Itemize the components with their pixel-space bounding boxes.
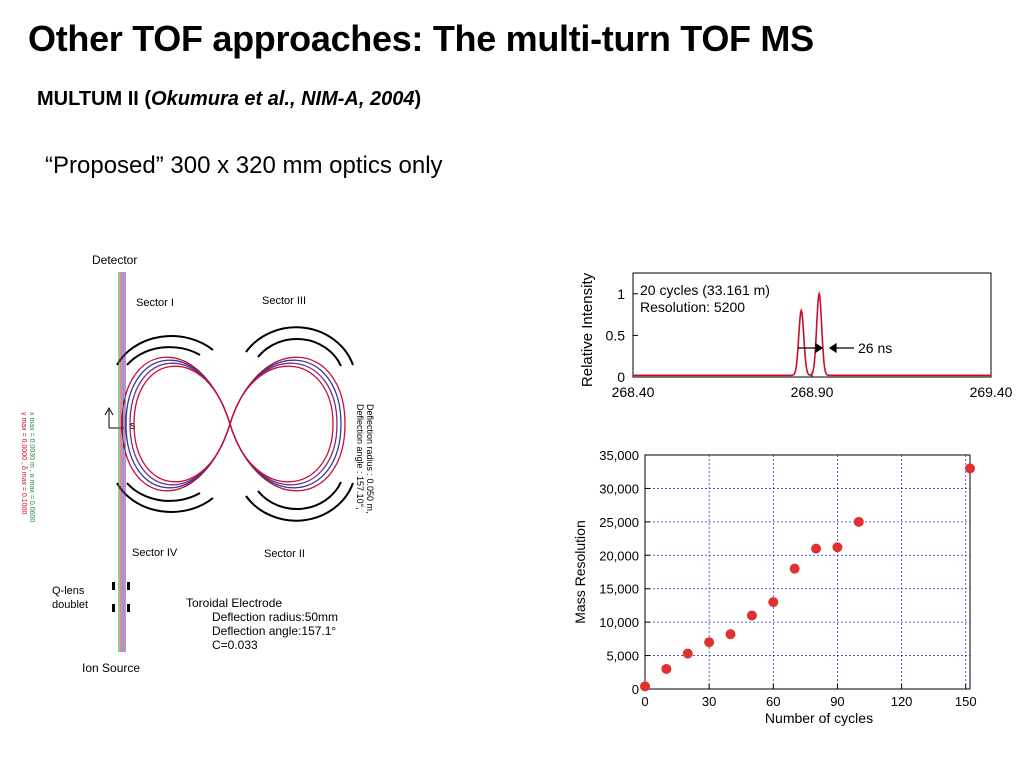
- scatter-grid: [645, 455, 970, 689]
- scatter-point: [682, 648, 693, 659]
- scatter-ytick-label: 10,000: [599, 615, 639, 630]
- trajectory-red-inner: [133, 365, 334, 483]
- scatter-points: [640, 463, 975, 692]
- scatter-point: [746, 610, 757, 621]
- spectrum-ytick-label: 0: [617, 369, 625, 385]
- ion-optics-diagram: x max = 0.0030 m , α max = 0.0600 γ max …: [20, 253, 375, 675]
- label-sector-2: Sector II: [264, 548, 305, 560]
- spectrum-ytick-label: 0.5: [606, 327, 626, 343]
- toroidal-c: C=0.033: [212, 638, 258, 652]
- beam-line: [118, 272, 126, 652]
- trajectory-blue: [125, 359, 342, 489]
- scatter-ytick-label: 5,000: [606, 649, 639, 664]
- subtitle-citation: Okumura et al., NIM-A, 2004: [151, 88, 415, 110]
- q-lens-doublet: [112, 582, 130, 612]
- subtitle-prefix: MULTUM II (: [37, 88, 152, 110]
- optics-note: “Proposed” 300 x 320 mm optics only: [45, 152, 443, 179]
- label-q-lens-1: Q-lens: [52, 585, 85, 597]
- scatter-xtick-label: 90: [830, 694, 844, 709]
- trajectory-purple: [129, 362, 338, 486]
- trajectory-red: [121, 356, 346, 492]
- electrode-sector-3: [245, 326, 354, 367]
- label-ion-source: Ion Source: [82, 661, 140, 675]
- scatter-point: [704, 637, 715, 648]
- scatter-xtick-label: 150: [955, 694, 977, 709]
- resolution-scatter-chart: Mass Resolution Number of cycles 0 30 60 90…: [572, 448, 977, 726]
- side-param-line1: x max = 0.0030 m , α max = 0.0600: [28, 412, 35, 522]
- scatter-ytick-label: 25,000: [599, 515, 639, 530]
- spectrum-annot-cycles: 20 cycles (33.161 m): [640, 282, 770, 298]
- spectrum-ylabel: Relative Intensity: [579, 272, 596, 387]
- label-sector-4: Sector IV: [132, 547, 178, 559]
- slide-title: Other TOF approaches: The multi-turn TOF…: [28, 18, 814, 59]
- scatter-xtick-label: 120: [891, 694, 913, 709]
- scatter-ytick-label: 20,000: [599, 548, 639, 563]
- label-detector: Detector: [92, 253, 137, 267]
- toroidal-radius: Deflection radius:50mm: [212, 610, 338, 624]
- ion-trajectories: [121, 356, 346, 492]
- spectrum-xtick-label: 268.90: [791, 384, 834, 400]
- scatter-point: [832, 542, 843, 553]
- subtitle: MULTUM II (Okumura et al., NIM-A, 2004): [37, 88, 421, 111]
- electrode-sector-2: [245, 481, 354, 522]
- spectrum-ticks: 268.40 268.90 269.40 0 0.5 1: [606, 286, 1013, 400]
- scatter-xtick-label: 30: [702, 694, 716, 709]
- scatter-ticks: 0 30 60 90 120 150 0 5,000 10,000 15,000 20,000 25,…: [599, 448, 976, 709]
- label-s-axis: s: [130, 420, 136, 432]
- subtitle-suffix: ): [414, 88, 422, 110]
- spectrum-line: [633, 290, 991, 377]
- vertical-note-line1: Deflection radius : 0.050 m,: [365, 404, 375, 514]
- scatter-ytick-label: 35,000: [599, 448, 639, 463]
- spectrum-ytick-label: 1: [617, 286, 625, 302]
- spectrum-xtick-label: 269.40: [970, 384, 1013, 400]
- side-param-line2: γ max = 0.0000 , δ max = 0.1000: [20, 412, 27, 514]
- toroidal-angle: Deflection angle:157.1°: [212, 624, 336, 638]
- spectrum-chart: Relative Intensity 268.40 268.90 269.40 0 0.…: [579, 272, 1013, 400]
- scatter-xtick-label: 60: [766, 694, 780, 709]
- scatter-point: [640, 681, 650, 692]
- spectrum-annot-width: 26 ns: [858, 340, 892, 356]
- label-sector-1: Sector I: [136, 297, 174, 309]
- width-arrows: [798, 342, 854, 354]
- scatter-frame: [644, 454, 971, 690]
- label-q-lens-2: doublet: [52, 599, 88, 611]
- scatter-point: [725, 629, 736, 640]
- scatter-point: [789, 563, 800, 574]
- scatter-ylabel: Mass Resolution: [572, 520, 588, 624]
- toroidal-title: Toroidal Electrode: [186, 596, 282, 610]
- scatter-ytick-label: 30,000: [599, 481, 639, 496]
- scatter-point: [768, 597, 779, 608]
- scatter-point: [661, 663, 672, 674]
- scatter-xlabel: Number of cycles: [765, 710, 873, 726]
- vertical-note-line2: Deflection angle : 157.10°,: [355, 404, 365, 510]
- spectrum-xtick-label: 268.40: [612, 384, 655, 400]
- scatter-point: [853, 516, 864, 527]
- label-sector-3: Sector III: [262, 295, 306, 307]
- scatter-xtick-label: 0: [641, 694, 648, 709]
- spectrum-annot-resolution: Resolution: 5200: [640, 299, 745, 315]
- scatter-ytick-label: 15,000: [599, 582, 639, 597]
- scatter-point: [965, 463, 975, 474]
- scatter-point: [811, 543, 822, 554]
- scatter-ytick-label: 0: [632, 682, 639, 697]
